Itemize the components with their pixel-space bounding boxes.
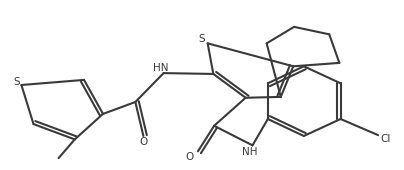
Text: O: O bbox=[139, 137, 147, 147]
Text: O: O bbox=[185, 152, 193, 162]
Text: S: S bbox=[14, 78, 20, 87]
Text: Cl: Cl bbox=[381, 134, 391, 144]
Text: HN: HN bbox=[153, 63, 168, 73]
Text: NH: NH bbox=[242, 147, 257, 157]
Text: S: S bbox=[199, 34, 205, 44]
